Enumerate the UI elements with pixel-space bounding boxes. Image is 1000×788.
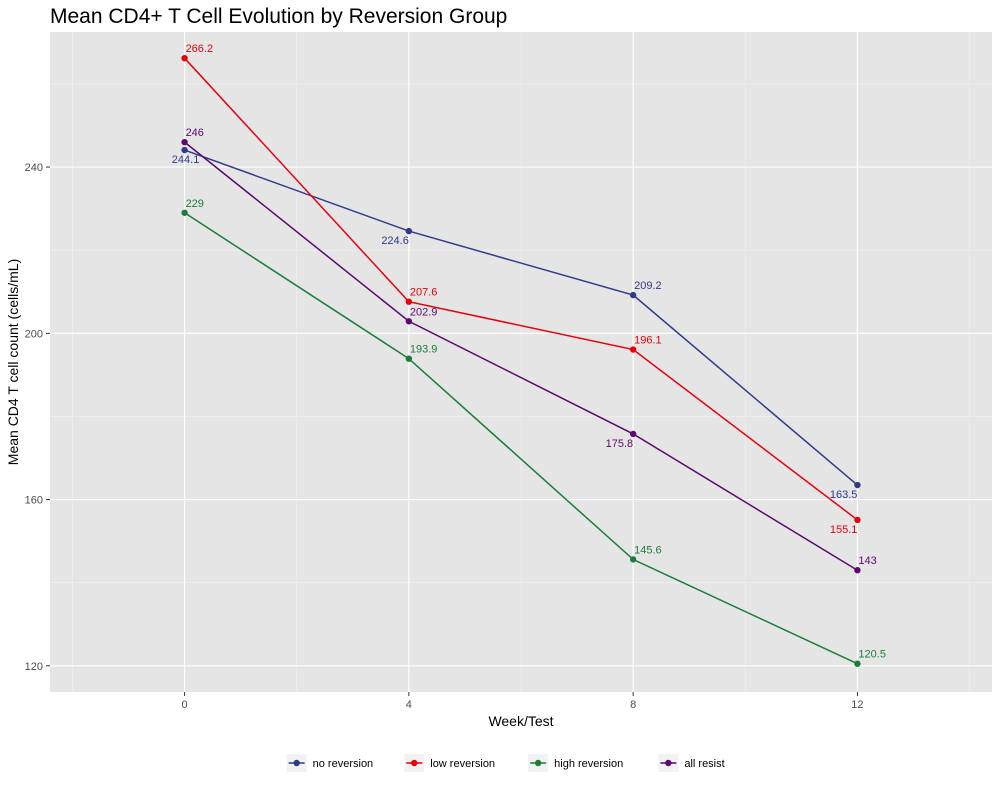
- data-label: 163.5: [830, 489, 858, 501]
- series-line: [184, 141, 858, 571]
- data-label: 120.5: [858, 649, 886, 661]
- data-point: [181, 138, 188, 146]
- x-tick-label: 12: [851, 699, 863, 711]
- y-axis-title: Mean CD4 T cell count (cells/mL): [5, 259, 21, 465]
- legend-key-point: [665, 759, 672, 767]
- series-line: [184, 212, 858, 665]
- data-point: [854, 660, 861, 667]
- legend-label: high reversion: [554, 758, 623, 770]
- data-label: 224.6: [381, 235, 409, 247]
- y-tick-label: 160: [25, 495, 43, 507]
- series-line: [184, 57, 858, 521]
- legend-key-point: [293, 759, 300, 767]
- legend-key-point: [534, 759, 542, 767]
- data-point: [181, 54, 188, 62]
- legend-label: no reversion: [313, 758, 374, 770]
- series-layer: [181, 54, 861, 667]
- data-label: 244.1: [172, 154, 200, 166]
- data-point: [629, 346, 637, 353]
- data-point: [854, 516, 861, 524]
- data-label: 155.1: [830, 524, 858, 536]
- data-point: [405, 298, 413, 305]
- data-point: [181, 209, 188, 216]
- legend-key-point: [411, 759, 418, 767]
- data-point: [854, 481, 861, 489]
- x-tick-label: 0: [182, 699, 188, 711]
- data-label: 193.9: [410, 344, 438, 356]
- data-labels: 244.1 224.6 209.2 163.5 266.2 207.6 196.1 155.1…: [172, 43, 886, 661]
- data-point: [181, 146, 188, 154]
- data-label: 209.2: [634, 280, 662, 292]
- x-axis-title: Week/Test: [488, 713, 553, 729]
- x-tick-label: 4: [406, 699, 412, 711]
- data-point: [405, 227, 413, 235]
- y-axis-ticks: 120 160 200 240: [25, 162, 50, 673]
- legend-item: low reversion: [404, 754, 495, 772]
- legend-label: low reversion: [430, 758, 495, 770]
- data-label: 207.6: [410, 287, 438, 299]
- chart-title: Mean CD4+ T Cell Evolution by Reversion …: [50, 5, 507, 28]
- data-point: [629, 430, 637, 438]
- data-label: 246: [186, 127, 204, 139]
- data-label: 266.2: [186, 43, 214, 55]
- y-tick-label: 200: [25, 328, 43, 340]
- x-tick-label: 8: [630, 699, 636, 711]
- y-tick-label: 240: [25, 162, 43, 174]
- data-label: 175.8: [606, 438, 634, 450]
- y-tick-label: 120: [25, 661, 43, 673]
- data-label: 145.6: [634, 544, 662, 556]
- data-label: 196.1: [634, 335, 662, 347]
- data-point: [405, 318, 413, 325]
- legend-label: all resist: [684, 758, 724, 770]
- data-label: 143: [858, 555, 876, 567]
- series-line: [184, 149, 858, 486]
- legend-item: all resist: [658, 754, 725, 772]
- data-point: [405, 355, 413, 362]
- data-point: [629, 556, 637, 563]
- legend-item: high reversion: [528, 754, 623, 772]
- major-grid: [50, 32, 992, 692]
- data-label: 229: [186, 198, 204, 210]
- data-point: [629, 291, 637, 299]
- data-point: [854, 567, 861, 574]
- data-label: 202.9: [410, 306, 438, 318]
- minor-grid: [50, 32, 992, 692]
- x-axis-ticks: 0 4 8 12: [182, 692, 864, 711]
- legend: no reversion low reversion high reversion a…: [286, 754, 725, 772]
- legend-item: no reversion: [286, 754, 374, 772]
